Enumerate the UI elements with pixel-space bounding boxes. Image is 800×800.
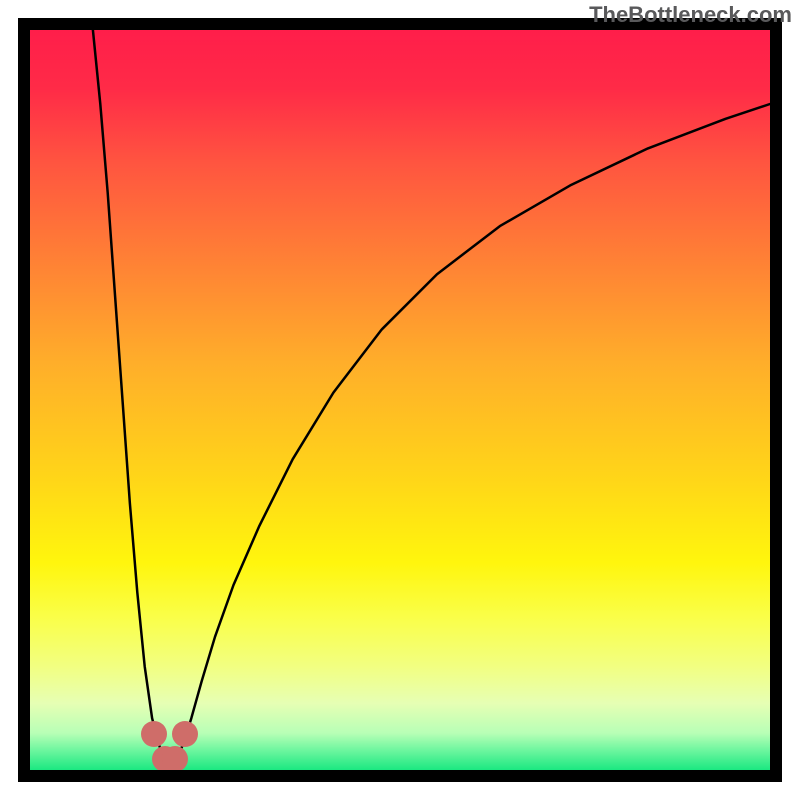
chart-stage: TheBottleneck.com xyxy=(0,0,800,800)
watermark-text: TheBottleneck.com xyxy=(589,2,792,28)
plot-frame-border xyxy=(18,18,782,782)
